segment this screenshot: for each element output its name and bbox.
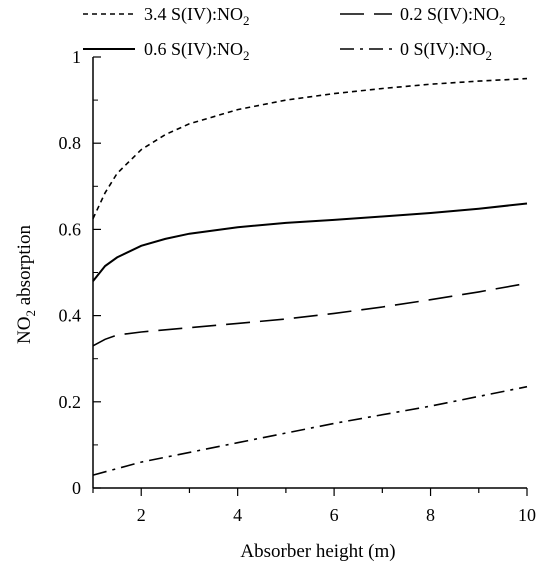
y-tick-label: 0.6 [59, 219, 82, 239]
series-line-4 [92, 385, 528, 476]
x-tick-label: 8 [426, 505, 435, 525]
axes [92, 56, 528, 496]
legend-entry: 0 S(IV):NO2 [400, 39, 492, 63]
x-tick-label: 6 [330, 505, 339, 525]
series-line-2 [92, 282, 528, 347]
x-axis-title: Absorber height (m) [240, 541, 395, 562]
y-axis-title: NO2 absorption [14, 225, 38, 344]
legend-entry: 3.4 S(IV):NO2 [144, 4, 250, 28]
x-tick-label: 10 [518, 505, 536, 525]
y-tick-label: 0.8 [59, 133, 82, 153]
legend: 3.4 S(IV):NO2 0.2 S(IV):NO2 0.6 S(IV):NO2 0… [83, 4, 506, 63]
x-tick-label: 2 [137, 505, 146, 525]
legend-entry: 0.6 S(IV):NO2 [144, 39, 250, 63]
y-tick-label: 0.4 [59, 306, 82, 326]
labels: 0 0.2 0.4 0.6 0.8 1 2 4 6 8 10 Absorber height (m) N… [14, 47, 536, 562]
series-line-1 [92, 77, 528, 219]
series-line-3 [92, 202, 528, 282]
series-layer [92, 77, 528, 476]
y-tick-label: 0 [72, 478, 81, 498]
x-tick-label: 4 [233, 505, 242, 525]
y-tick-label: 1 [72, 47, 81, 67]
legend-entry: 0.2 S(IV):NO2 [400, 4, 506, 28]
y-tick-label: 0.2 [59, 392, 82, 412]
